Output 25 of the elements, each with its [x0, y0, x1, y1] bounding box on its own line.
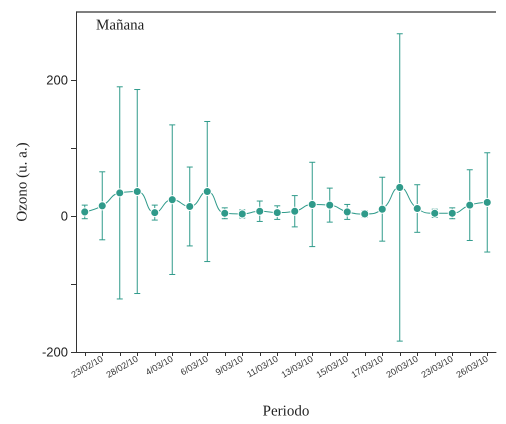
point [255, 206, 264, 216]
point [342, 207, 352, 216]
point [150, 208, 160, 218]
point [185, 202, 194, 211]
point [308, 200, 317, 209]
y-axis-title: Ozono (u. a.) [14, 142, 30, 222]
point [290, 206, 300, 216]
x-axis-title: Periodo [262, 404, 310, 420]
point [482, 198, 492, 207]
y-tick-label: 0 [60, 208, 68, 224]
point [395, 182, 404, 192]
y-tick-label: -200 [42, 344, 68, 360]
point [115, 188, 124, 198]
y-tick-label: 200 [46, 72, 68, 88]
point [465, 200, 474, 210]
point [412, 204, 422, 214]
point [272, 208, 282, 218]
point [132, 187, 142, 196]
point [80, 207, 90, 216]
annotation: Mañana [96, 18, 145, 34]
point [98, 201, 107, 210]
point [378, 204, 387, 214]
point [168, 195, 177, 204]
point [325, 200, 334, 210]
point [202, 187, 212, 196]
